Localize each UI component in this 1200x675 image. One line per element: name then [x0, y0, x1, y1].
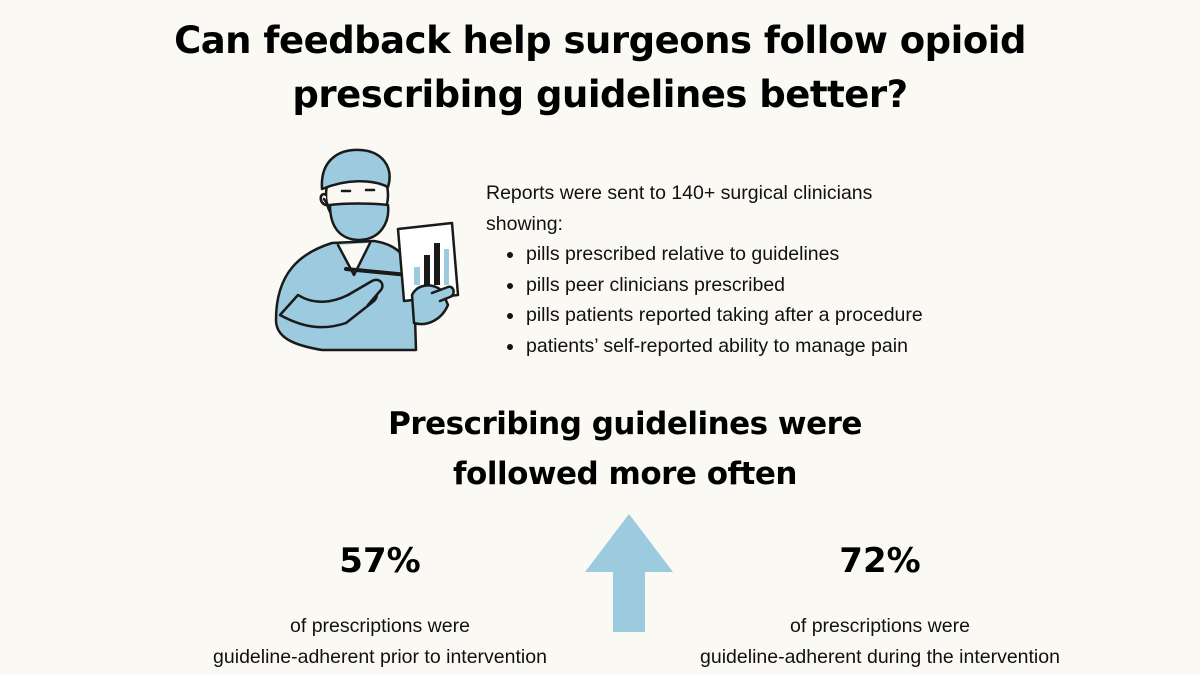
stat-before-intervention: 57% of prescriptions were guideline-adhe…: [180, 541, 580, 673]
stat-before-percent: 57%: [339, 541, 421, 581]
up-arrow-icon: [585, 514, 673, 632]
title-line-1: Can feedback help surgeons follow opioid: [174, 19, 1026, 62]
list-item: patients’ self-reported ability to manag…: [525, 331, 1046, 362]
reports-intro: Reports were sent to 140+ surgical clini…: [486, 178, 1046, 239]
stat-after-desc-line-2: guideline-adherent during the interventi…: [700, 646, 1060, 668]
list-item: pills patients reported taking after a p…: [525, 300, 1046, 331]
result-headline: Prescribing guidelines were followed mor…: [365, 399, 885, 499]
stat-after-description: of prescriptions were guideline-adherent…: [670, 611, 1090, 673]
list-item: pills prescribed relative to guidelines: [525, 239, 1046, 270]
headline-line-1: Prescribing guidelines were: [388, 406, 862, 442]
stat-before-desc-line-1: of prescriptions were: [290, 615, 470, 637]
reports-intro-line-2: showing:: [486, 212, 563, 235]
stat-after-percent: 72%: [839, 541, 921, 581]
page-title: Can feedback help surgeons follow opioid…: [0, 14, 1200, 122]
reports-bullet-list: pills prescribed relative to guidelines …: [486, 239, 1046, 361]
stat-before-desc-line-2: guideline-adherent prior to intervention: [213, 646, 547, 668]
surgeon-with-chart-illustration: [262, 145, 472, 355]
reports-intro-line-1: Reports were sent to 140+ surgical clini…: [486, 182, 873, 204]
stat-after-desc-line-1: of prescriptions were: [790, 615, 970, 637]
reports-description: Reports were sent to 140+ surgical clini…: [486, 178, 1046, 361]
stat-during-intervention: 72% of prescriptions were guideline-adhe…: [670, 541, 1090, 673]
headline-line-2: followed more often: [453, 456, 797, 492]
stat-before-description: of prescriptions were guideline-adherent…: [180, 611, 580, 673]
title-line-2: prescribing guidelines better?: [292, 73, 908, 116]
list-item: pills peer clinicians prescribed: [525, 270, 1046, 301]
